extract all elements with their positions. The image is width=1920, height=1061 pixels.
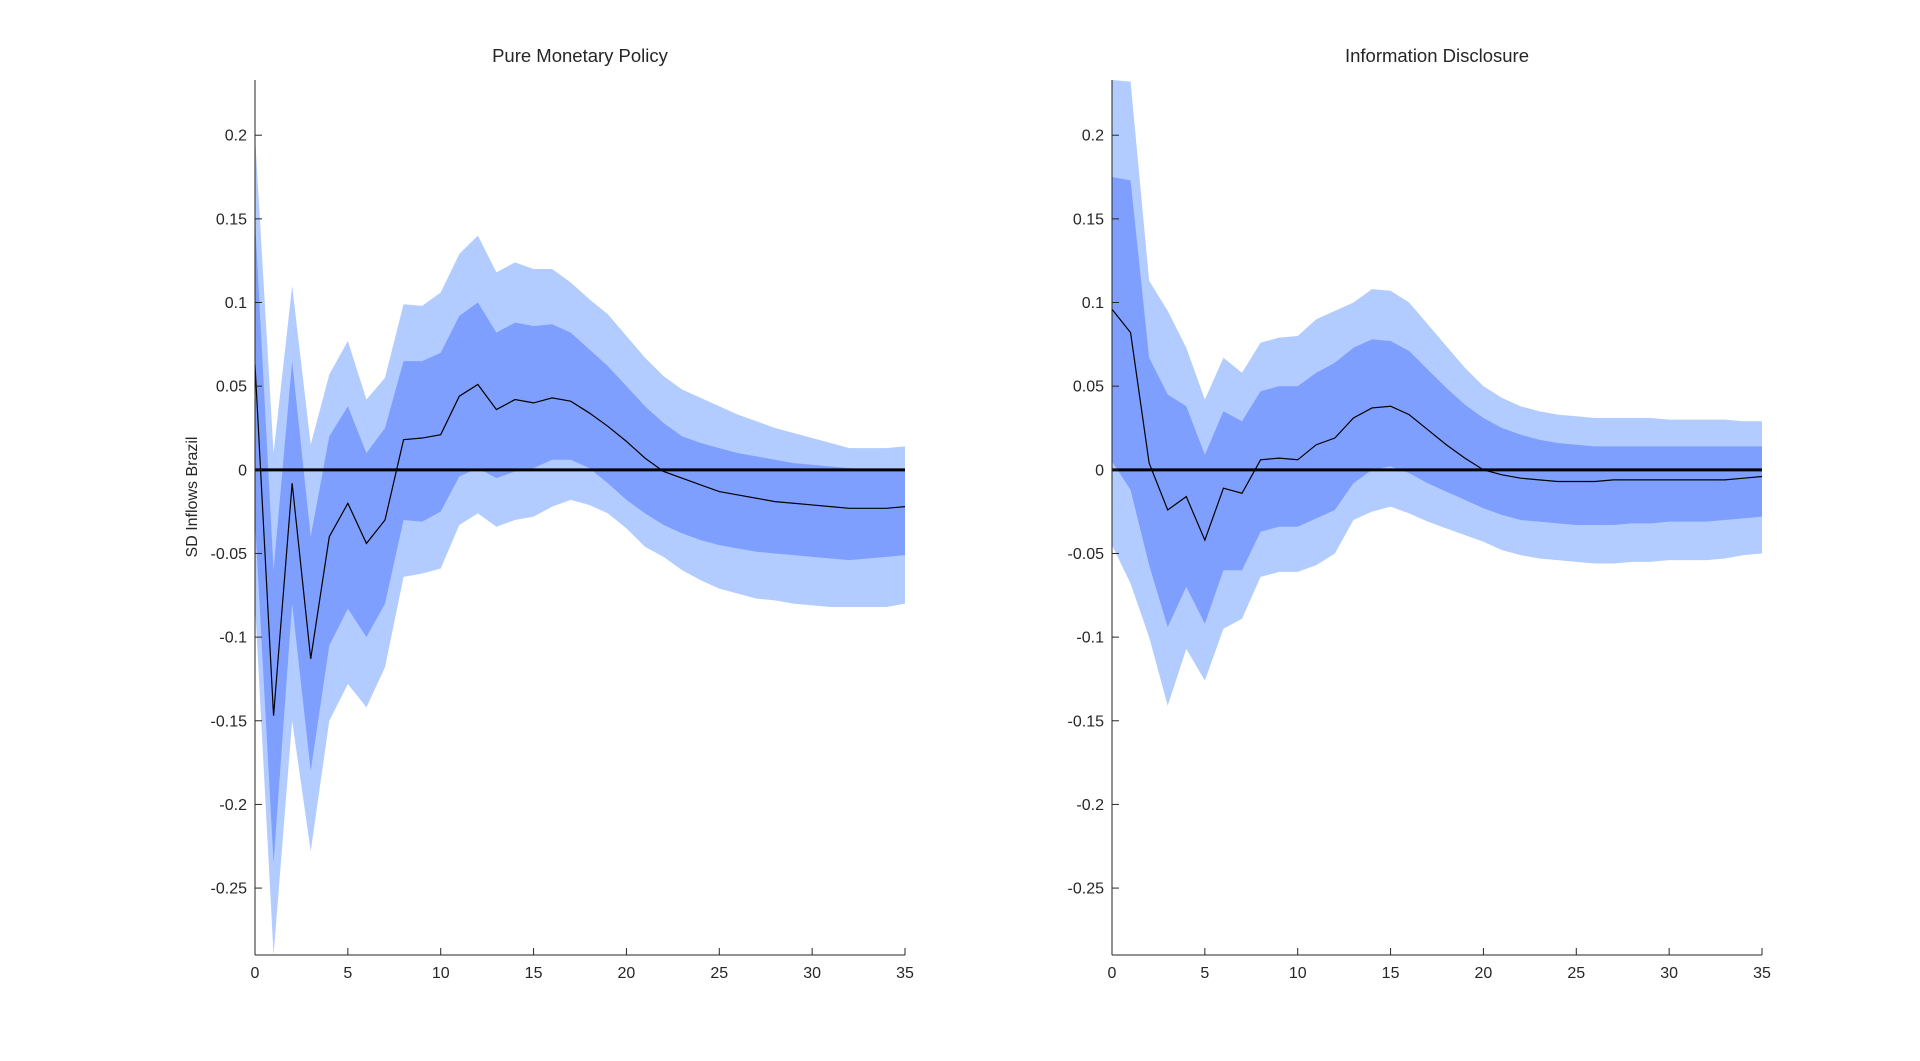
y-tick-label: 0.2	[225, 128, 247, 145]
chart-title: Information Disclosure	[1345, 45, 1529, 66]
x-tick-label: 15	[1382, 965, 1400, 982]
x-tick-label: 0	[1108, 965, 1117, 982]
y-tick-label: 0	[1095, 462, 1104, 479]
y-tick-label: 0.05	[216, 379, 247, 396]
inner-confidence-band	[255, 218, 905, 863]
median-response-line	[1111, 308, 1763, 542]
chart-panel-pure-monetary-policy: -0.25 -0.2 -0.15 -0.1 -0.05 0 0.05 0.1 0.15 0.2 0 5…	[211, 45, 914, 982]
y-tick-label: -0.05	[211, 546, 248, 563]
y-tick-label: 0	[238, 462, 247, 479]
y-tick-label: 0.05	[1073, 379, 1104, 396]
x-tick-label: 5	[343, 965, 352, 982]
y-tick-label: -0.15	[211, 713, 248, 730]
x-tick-label: 5	[1200, 965, 1209, 982]
x-tick-label: 30	[1660, 965, 1678, 982]
y-tick-label: 0.1	[1082, 295, 1104, 312]
outer-confidence-band	[255, 135, 905, 955]
y-tick-label: 0.2	[1082, 128, 1104, 145]
x-tick-label: 35	[1753, 965, 1771, 982]
y-tick-label: -0.2	[219, 797, 247, 814]
chart-title: Pure Monetary Policy	[492, 45, 669, 66]
x-tick-label: 15	[525, 965, 543, 982]
x-tick-label: 20	[1475, 965, 1493, 982]
x-tick-label: 20	[618, 965, 636, 982]
y-tick-label: -0.15	[1068, 713, 1105, 730]
chart-panel-information-disclosure: -0.25 -0.2 -0.15 -0.1 -0.05 0 0.05 0.1 0.15 0.2 0 5…	[1068, 45, 1771, 982]
x-tick-label: 25	[710, 965, 728, 982]
y-tick-label: -0.25	[1068, 881, 1105, 898]
inner-confidence-band	[1112, 177, 1762, 628]
y-tick-label: -0.05	[1068, 546, 1105, 563]
x-tick-label: 10	[432, 965, 450, 982]
x-tick-label: 0	[251, 965, 260, 982]
y-tick-label: 0.15	[216, 211, 247, 228]
x-tick-label: 25	[1567, 965, 1585, 982]
y-tick-label: -0.2	[1076, 797, 1104, 814]
median-response-line	[254, 364, 906, 716]
y-axis-label: SD Inflows Brazil	[184, 437, 201, 558]
x-tick-label: 10	[1289, 965, 1307, 982]
y-tick-label: -0.1	[219, 630, 247, 647]
y-tick-label: 0.1	[225, 295, 247, 312]
x-tick-label: 35	[896, 965, 914, 982]
y-tick-label: -0.25	[211, 881, 248, 898]
x-tick-label: 30	[803, 965, 821, 982]
y-tick-label: 0.15	[1073, 211, 1104, 228]
y-tick-label: -0.1	[1076, 630, 1104, 647]
